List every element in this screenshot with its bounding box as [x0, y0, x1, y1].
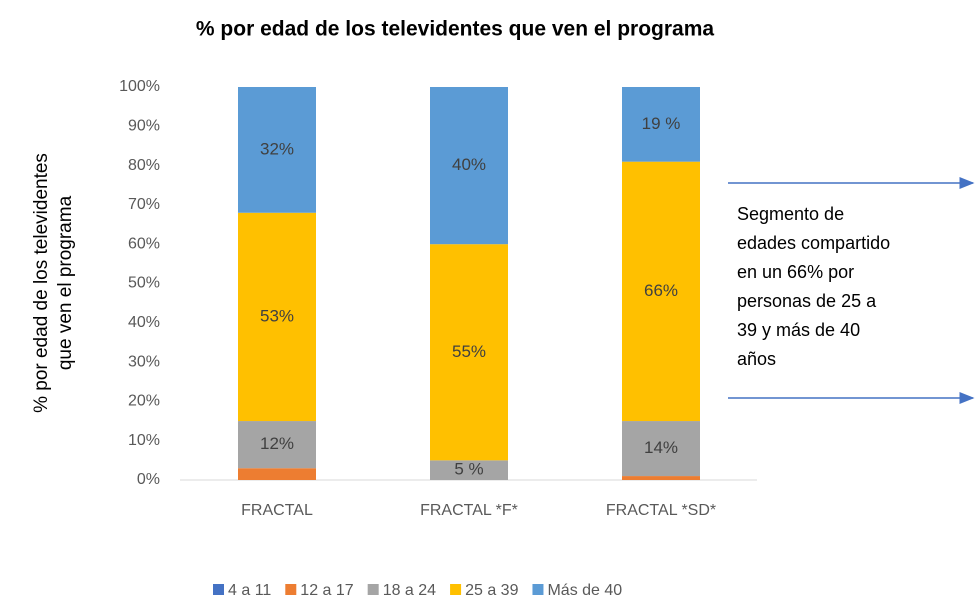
- y-tick-label: 30%: [128, 353, 160, 370]
- y-tick-label: 20%: [128, 393, 160, 410]
- data-label: 53%: [260, 306, 294, 325]
- legend-label: 18 a 24: [383, 582, 436, 599]
- annotation: 39 y más de 40: [737, 320, 860, 340]
- data-label: 14%: [644, 438, 678, 457]
- bar-segment: [238, 87, 316, 213]
- bar-segment: [430, 244, 508, 461]
- data-label: 19 %: [642, 114, 681, 133]
- legend-label: 4 a 11: [228, 582, 271, 599]
- annotation: años: [737, 349, 776, 369]
- bar-segment: [238, 212, 316, 422]
- y-tick-label: 90%: [128, 118, 160, 135]
- y-tick-label: 40%: [128, 314, 160, 331]
- legend-label: 12 a 17: [300, 582, 353, 599]
- legend-swatch: [213, 584, 224, 595]
- data-label: 32%: [260, 139, 294, 158]
- x-tick-label: FRACTAL: [241, 502, 313, 519]
- y-tick-label: 0%: [137, 471, 160, 488]
- bar-segment: [622, 161, 700, 422]
- legend-swatch: [450, 584, 462, 595]
- y-tick-label: 70%: [128, 196, 160, 213]
- bar-segment: [430, 87, 508, 245]
- bar-segment: [622, 87, 700, 162]
- data-label: 5 %: [454, 460, 483, 479]
- annotation: Segmento de: [737, 204, 844, 224]
- x-tick-label: FRACTAL *SD*: [606, 502, 716, 519]
- y-axis-label-line: % por edad de los televidentes: [31, 153, 52, 413]
- legend-swatch: [285, 584, 297, 595]
- y-tick-label: 10%: [128, 432, 160, 449]
- annotation: personas de 25 a: [737, 291, 877, 311]
- legend-label: Más de 40: [547, 582, 622, 599]
- legend-swatch: [532, 584, 544, 595]
- y-axis-label: % por edad de los televidentes que ven e…: [31, 153, 76, 413]
- annotation: en un 66% por: [737, 262, 854, 282]
- legend-label: 25 a 39: [465, 582, 518, 599]
- bar-segment: [622, 421, 700, 477]
- y-tick-label: 60%: [128, 235, 160, 252]
- annotation: edades compartido: [737, 233, 890, 253]
- x-tick-label: FRACTAL *F*: [420, 502, 518, 519]
- data-label: 40%: [452, 155, 486, 174]
- bar-segment: [238, 421, 316, 469]
- data-label: 12%: [260, 434, 294, 453]
- chart-title: % por edad de los televidentes que ven e…: [196, 18, 714, 41]
- bar-segment: [430, 460, 508, 480]
- bar-segment: [238, 468, 316, 480]
- y-axis-label-line: que ven el programa: [55, 195, 76, 370]
- bar-segment: [622, 476, 700, 480]
- legend-swatch: [367, 584, 379, 595]
- y-tick-label: 50%: [128, 275, 160, 292]
- y-tick-label: 100%: [119, 78, 160, 95]
- y-tick-label: 80%: [128, 157, 160, 174]
- data-label: 66%: [644, 281, 678, 300]
- data-label: 55%: [452, 342, 486, 361]
